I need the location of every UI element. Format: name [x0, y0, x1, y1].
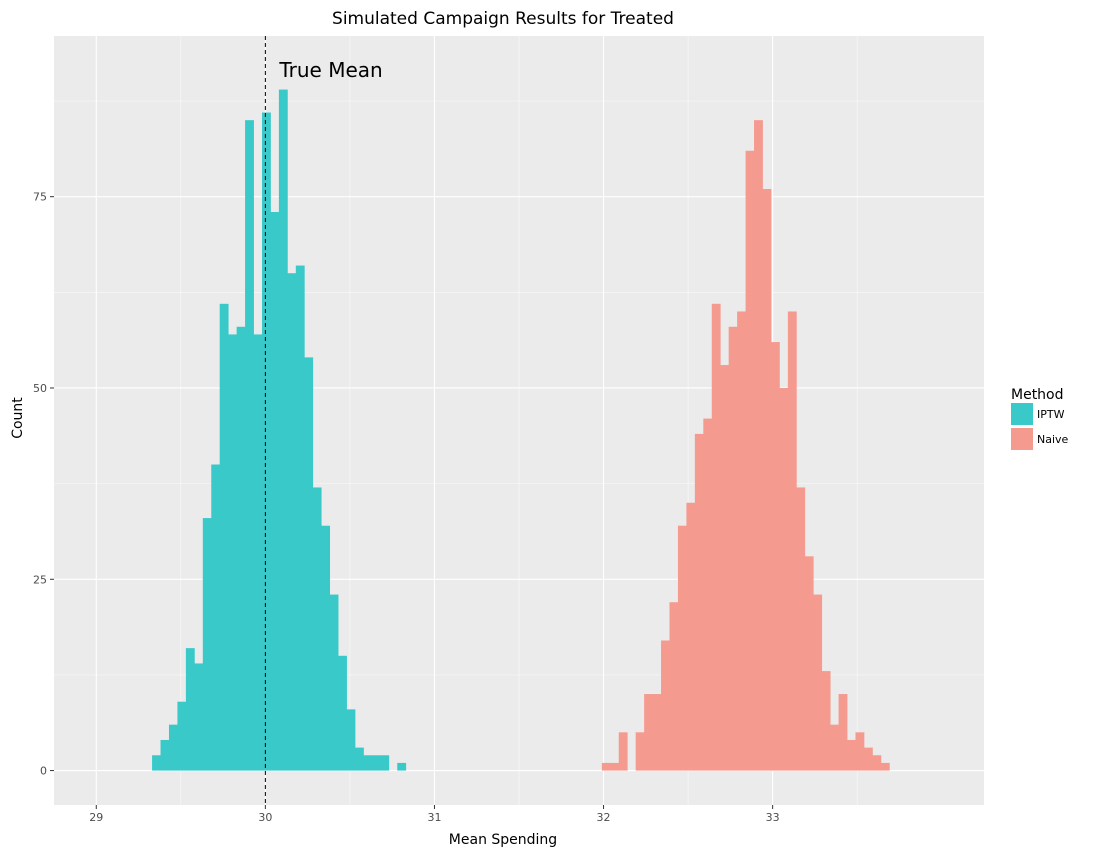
reference-layer: True Mean — [264, 36, 383, 805]
bar-naive — [737, 311, 746, 771]
bar-naive — [880, 762, 890, 771]
bar-iptw — [304, 357, 314, 771]
reference-line-label: True Mean — [278, 58, 382, 82]
bar-naive — [703, 418, 713, 771]
bar-iptw — [219, 303, 229, 771]
y-tick-label: 25 — [33, 573, 47, 586]
bar-naive — [644, 694, 653, 771]
bar-naive — [804, 556, 814, 771]
legend-items: IPTW Naive — [1011, 403, 1069, 450]
x-tick-label: 32 — [597, 811, 611, 824]
y-tick-label: 75 — [33, 191, 47, 204]
x-tick-label: 29 — [89, 811, 103, 824]
bar-naive — [855, 732, 865, 771]
bar-iptw — [270, 211, 280, 771]
bar-naive — [677, 525, 687, 771]
bar-naive — [762, 189, 772, 771]
x-tick-label: 33 — [766, 811, 780, 824]
bar-naive — [813, 594, 823, 771]
bar-iptw — [152, 755, 161, 771]
bar-naive — [745, 150, 755, 771]
legend-label-naive: Naive — [1037, 433, 1069, 446]
x-tick-label: 31 — [427, 811, 441, 824]
bar-naive — [863, 747, 873, 771]
y-tick-label: 0 — [40, 765, 47, 778]
bar-iptw — [202, 518, 212, 771]
bar-naive — [661, 640, 670, 771]
bars-layer — [152, 89, 890, 771]
bar-iptw — [338, 655, 347, 771]
bar-iptw — [397, 762, 407, 771]
bar-naive — [830, 724, 839, 771]
bar-naive — [686, 502, 696, 771]
bar-iptw — [168, 724, 178, 771]
legend-title: Method — [1011, 387, 1064, 403]
bar-naive — [618, 732, 628, 771]
bar-iptw — [346, 709, 356, 771]
legend-label-iptw: IPTW — [1037, 408, 1065, 421]
bar-iptw — [211, 464, 221, 771]
bar-iptw — [321, 525, 331, 771]
bar-iptw — [295, 265, 305, 771]
bar-naive — [652, 694, 662, 771]
bar-naive — [779, 387, 789, 771]
legend: Method IPTW Naive — [1011, 387, 1069, 450]
bar-iptw — [253, 334, 263, 771]
bar-iptw — [245, 120, 254, 771]
y-tick-label: 50 — [33, 382, 47, 395]
bar-iptw — [354, 747, 364, 771]
bar-iptw — [287, 273, 297, 771]
bar-naive — [610, 762, 620, 771]
bar-iptw — [185, 648, 195, 771]
legend-swatch-naive — [1011, 428, 1033, 450]
bar-naive — [821, 671, 831, 771]
bar-naive — [694, 433, 704, 771]
bar-naive — [711, 303, 721, 771]
bar-iptw — [261, 112, 271, 771]
y-axis-title: Count — [10, 397, 26, 439]
bar-naive — [838, 694, 848, 771]
bar-naive — [728, 326, 738, 771]
bar-iptw — [194, 663, 204, 771]
legend-swatch-iptw — [1011, 403, 1033, 425]
bar-naive — [770, 342, 780, 771]
bar-naive — [847, 739, 856, 771]
bar-iptw — [329, 594, 339, 771]
bar-iptw — [228, 334, 238, 771]
bar-naive — [669, 602, 679, 771]
x-tick-label: 30 — [258, 811, 272, 824]
bar-iptw — [177, 701, 187, 771]
bar-naive — [720, 365, 730, 771]
bar-naive — [754, 120, 763, 771]
bar-naive — [635, 732, 645, 771]
bar-naive — [796, 487, 806, 771]
bar-naive — [787, 311, 797, 771]
bar-iptw — [380, 755, 390, 771]
x-axis-title: Mean Spending — [449, 832, 557, 848]
bar-iptw — [160, 739, 170, 771]
bar-iptw — [363, 755, 373, 771]
axis-layer: 29 30 31 32 33 0 25 50 75 — [33, 191, 780, 824]
bar-iptw — [312, 487, 322, 771]
chart-title: Simulated Campaign Results for Treated — [332, 9, 674, 29]
bar-naive — [872, 755, 882, 771]
bar-naive — [601, 762, 611, 771]
bar-iptw — [371, 755, 381, 771]
bar-iptw — [236, 326, 246, 771]
bar-iptw — [278, 89, 288, 771]
